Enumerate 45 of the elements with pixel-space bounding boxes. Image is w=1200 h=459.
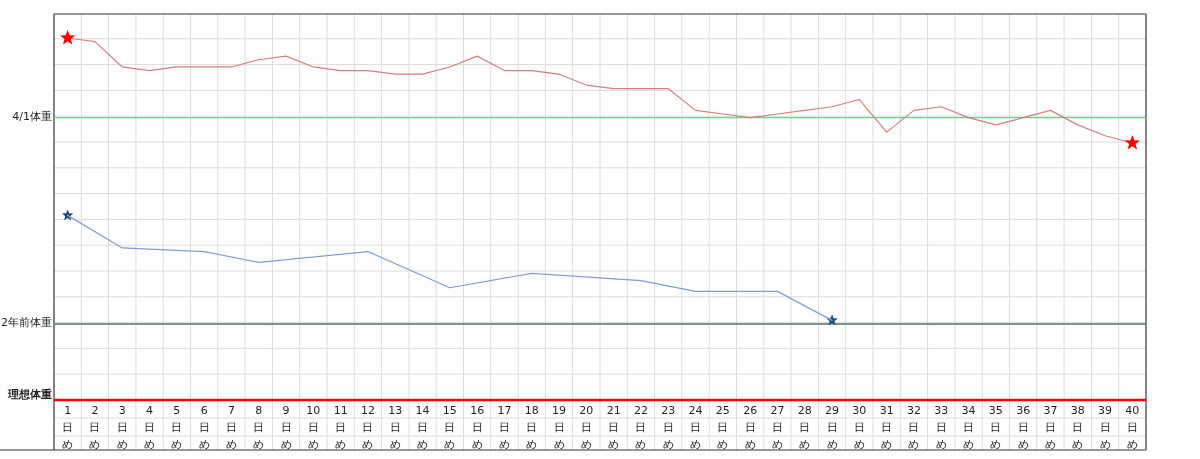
- x-tick-label: 9日め: [280, 403, 292, 453]
- x-tick-label: 16日め: [470, 403, 485, 453]
- x-tick-label: 29日め: [825, 403, 840, 453]
- x-tick-label: 10日め: [306, 403, 321, 453]
- x-tick-label: 4日め: [144, 403, 156, 453]
- x-tick-label: 35日め: [988, 403, 1003, 453]
- x-tick-label: 3日め: [116, 403, 128, 453]
- x-tick-label: 24日め: [688, 403, 703, 453]
- x-tick-label: 26日め: [743, 403, 758, 453]
- x-tick-label: 31日め: [879, 403, 894, 453]
- x-tick-label: 30日め: [852, 403, 867, 453]
- point: [1124, 134, 1140, 150]
- x-tick-label: 37日め: [1043, 403, 1058, 453]
- x-tick-label: 38日め: [1070, 403, 1085, 453]
- x-tick-label: 11日め: [333, 403, 348, 453]
- x-tick-label: 28日め: [797, 403, 812, 453]
- x-tick-label: 21日め: [606, 403, 621, 453]
- x-tick-label: 14日め: [415, 403, 430, 453]
- ref-line-label: 4/1体重: [12, 108, 52, 124]
- x-tick-label: 36日め: [1016, 403, 1031, 453]
- x-tick-label: 7日め: [225, 403, 237, 453]
- x-tick-label: 19日め: [552, 403, 567, 453]
- x-tick-label: 25日め: [715, 403, 730, 453]
- x-tick-label: 17日め: [497, 403, 512, 453]
- x-tick-label: 18日め: [524, 403, 539, 453]
- point: [60, 30, 76, 45]
- x-tick-label: 22日め: [633, 403, 648, 453]
- x-tick-label: 34日め: [961, 403, 976, 453]
- x-tick-label: 23日め: [661, 403, 676, 453]
- x-tick-label: 40日め: [1125, 403, 1140, 453]
- x-tick-label: 13日め: [388, 403, 403, 453]
- x-tick-label: 1日め: [62, 403, 74, 453]
- x-tick-label: 27日め: [770, 403, 785, 453]
- x-tick-label: 5日め: [171, 403, 183, 453]
- x-tick-label: 39日め: [1098, 403, 1113, 453]
- x-tick-label: 6日め: [198, 403, 210, 453]
- x-tick-label: 15日め: [442, 403, 457, 453]
- x-tick-label: 32日め: [906, 403, 921, 453]
- x-tick-label: 8日め: [253, 403, 265, 453]
- x-tick-label: 2日め: [89, 403, 101, 453]
- text: 理想体重: [8, 387, 52, 402]
- x-tick-label: 12日め: [360, 403, 375, 453]
- ref-line-label: 2年前体重: [1, 314, 52, 330]
- x-tick-label: 33日め: [934, 403, 949, 453]
- x-tick-label: 20日め: [579, 403, 594, 453]
